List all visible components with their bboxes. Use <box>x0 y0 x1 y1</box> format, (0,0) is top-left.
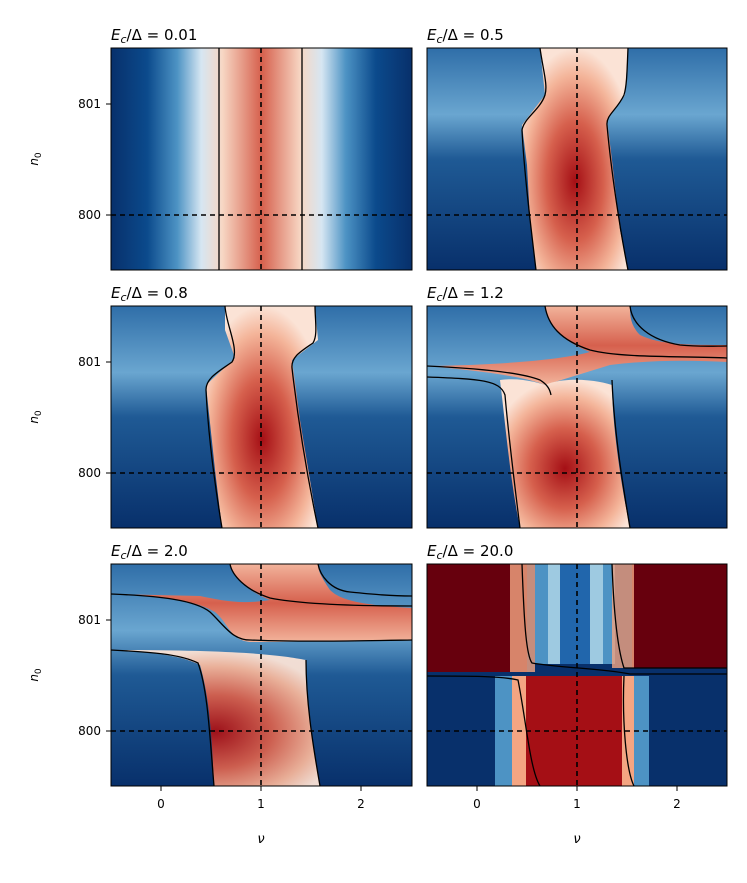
panel-5-xlabel: ν <box>257 832 264 847</box>
panel-1-ytick-label-801: 801 <box>78 97 101 111</box>
panel-4-frame <box>426 305 728 529</box>
panel-5-xtick-label-0: 0 <box>157 797 165 811</box>
panel-3-contour <box>205 305 319 529</box>
panel-5-ylabel: n0 <box>27 668 44 682</box>
panel-5-xtick-label-1: 1 <box>257 797 265 811</box>
panel-5-contour <box>110 563 413 787</box>
panel-2-title: Ec/Δ = 0.5 <box>427 26 504 46</box>
panel-6-contour <box>426 563 727 787</box>
panel-6-lower-blue-right <box>634 676 649 786</box>
panel-1-contour <box>218 48 303 270</box>
panel-1-title: Ec/Δ = 0.01 <box>111 26 197 46</box>
panel-5: Ec/Δ = 2.0 801 800 n0 0 1 2 ν <box>27 542 413 847</box>
panel-6-upper-right-red <box>632 564 727 668</box>
panel-4-red-region <box>500 379 630 528</box>
panel-3-ylabel: n0 <box>27 410 44 424</box>
panel-5-ytick-label-801: 801 <box>78 613 101 627</box>
panel-3-frame <box>110 305 413 529</box>
panel-6-xlabel: ν <box>573 832 580 847</box>
panel-5-red-region <box>111 650 320 786</box>
panel-3-ytick-label-801: 801 <box>78 355 101 369</box>
panel-4-title: Ec/Δ = 1.2 <box>427 284 504 304</box>
panel-3-title: Ec/Δ = 0.8 <box>111 284 188 304</box>
panel-6-xtick-label-2: 2 <box>673 797 681 811</box>
panel-1-ytick-label-800: 800 <box>78 208 101 222</box>
panel-6-title: Ec/Δ = 20.0 <box>427 542 513 562</box>
panel-1-frame <box>110 47 413 271</box>
panel-6-xtick-label-0: 0 <box>473 797 481 811</box>
panel-4-contour <box>426 305 728 529</box>
panel-5-xtick-label-2: 2 <box>357 797 365 811</box>
panel-3-ytick-label-800: 800 <box>78 466 101 480</box>
panel-5-title: Ec/Δ = 2.0 <box>111 542 188 562</box>
panel-4: Ec/Δ = 1.2 <box>426 284 728 529</box>
panel-6-upper-mid-dark <box>560 564 590 664</box>
panel-2-frame <box>426 47 728 271</box>
panel-3-red-region <box>206 306 318 528</box>
panel-6: Ec/Δ = 20.0 0 1 2 ν <box>426 542 728 847</box>
panel-2: Ec/Δ = 0.5 <box>426 26 728 271</box>
panel-1-ylabel: n0 <box>27 152 44 166</box>
panel-6-xtick-label-1: 1 <box>573 797 581 811</box>
panel-2-contour <box>521 47 629 271</box>
panel-1: Ec/Δ = 0.01 801 800 n0 <box>27 26 413 271</box>
panel-6-upper-white-right <box>612 564 634 668</box>
panel-3: Ec/Δ = 0.8 801 800 n0 <box>27 284 413 529</box>
panel-5-ytick-label-800: 800 <box>78 724 101 738</box>
